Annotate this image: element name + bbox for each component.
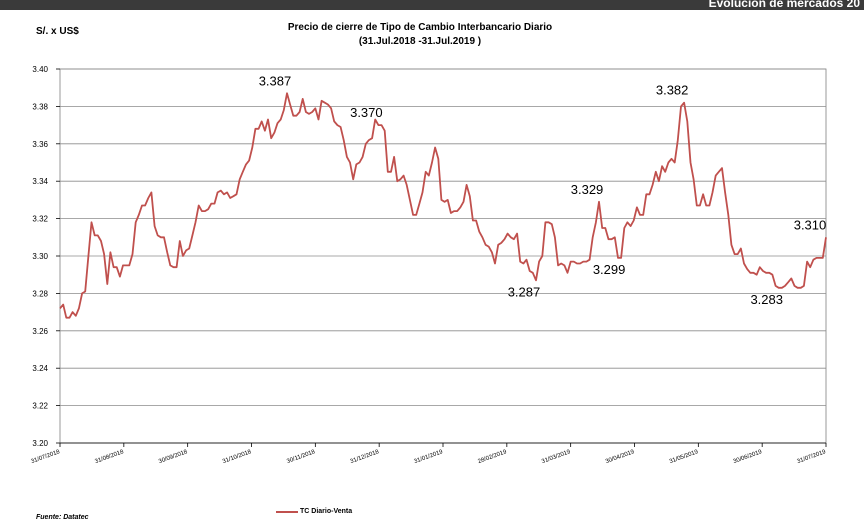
y-tick-label: 3.30	[32, 252, 48, 261]
top-banner: Evolución de mercados 20	[0, 0, 864, 10]
data-label: 3.283	[750, 292, 783, 307]
x-tick-label: 31/07/2019	[796, 449, 827, 465]
y-tick-label: 3.22	[32, 402, 48, 411]
x-tick-label: 31/08/2018	[94, 449, 125, 465]
data-label: 3.329	[571, 182, 604, 197]
y-tick-label: 3.20	[32, 439, 48, 448]
data-label: 3.382	[656, 83, 689, 98]
chart-subtitle: (31.Jul.2018 -31.Jul.2019 )	[358, 36, 482, 47]
data-label: 3.387	[259, 73, 292, 88]
x-tick-label: 31/05/2019	[669, 449, 700, 465]
x-tick-label: 31/01/2019	[413, 449, 444, 465]
legend-label: TC Diario-Venta	[300, 508, 353, 515]
series-line-tc-diario-venta	[59, 92, 827, 319]
x-tick-label: 30/04/2019	[605, 449, 636, 465]
x-tick-label: 31/07/2018	[30, 449, 61, 465]
y-tick-label: 3.38	[32, 102, 48, 111]
x-tick-label: 31/10/2018	[222, 449, 253, 465]
y-tick-label: 3.36	[32, 140, 48, 149]
y-tick-label: 3.26	[32, 327, 48, 336]
data-label: 3.370	[350, 105, 383, 120]
x-tick-label: 31/03/2019	[541, 449, 572, 465]
x-tick-label: 30/11/2018	[286, 449, 316, 465]
legend-swatch	[276, 510, 298, 513]
y-tick-label: 3.24	[32, 364, 48, 373]
y-tick-label: 3.34	[32, 177, 48, 186]
x-tick-label: 31/12/2018	[350, 449, 381, 465]
data-label: 3.310	[794, 217, 827, 232]
data-label: 3.287	[508, 284, 541, 299]
x-tick-label: 30/09/2018	[158, 449, 189, 465]
legend: TC Diario-Venta	[276, 508, 352, 515]
banner-text: Evolución de mercados 20	[708, 0, 860, 10]
x-tick-label: 28/02/2019	[477, 449, 508, 465]
y-tick-label: 3.32	[32, 215, 48, 224]
y-axis-label: S/. x US$	[36, 26, 79, 37]
source-note: Fuente: Datatec	[36, 514, 89, 521]
data-label: 3.299	[593, 262, 626, 277]
chart-title: Precio de cierre de Tipo de Cambio Inter…	[287, 22, 553, 33]
x-tick-label: 30/06/2019	[733, 449, 764, 465]
y-tick-label: 3.28	[32, 289, 48, 298]
y-tick-label: 3.40	[32, 65, 48, 74]
